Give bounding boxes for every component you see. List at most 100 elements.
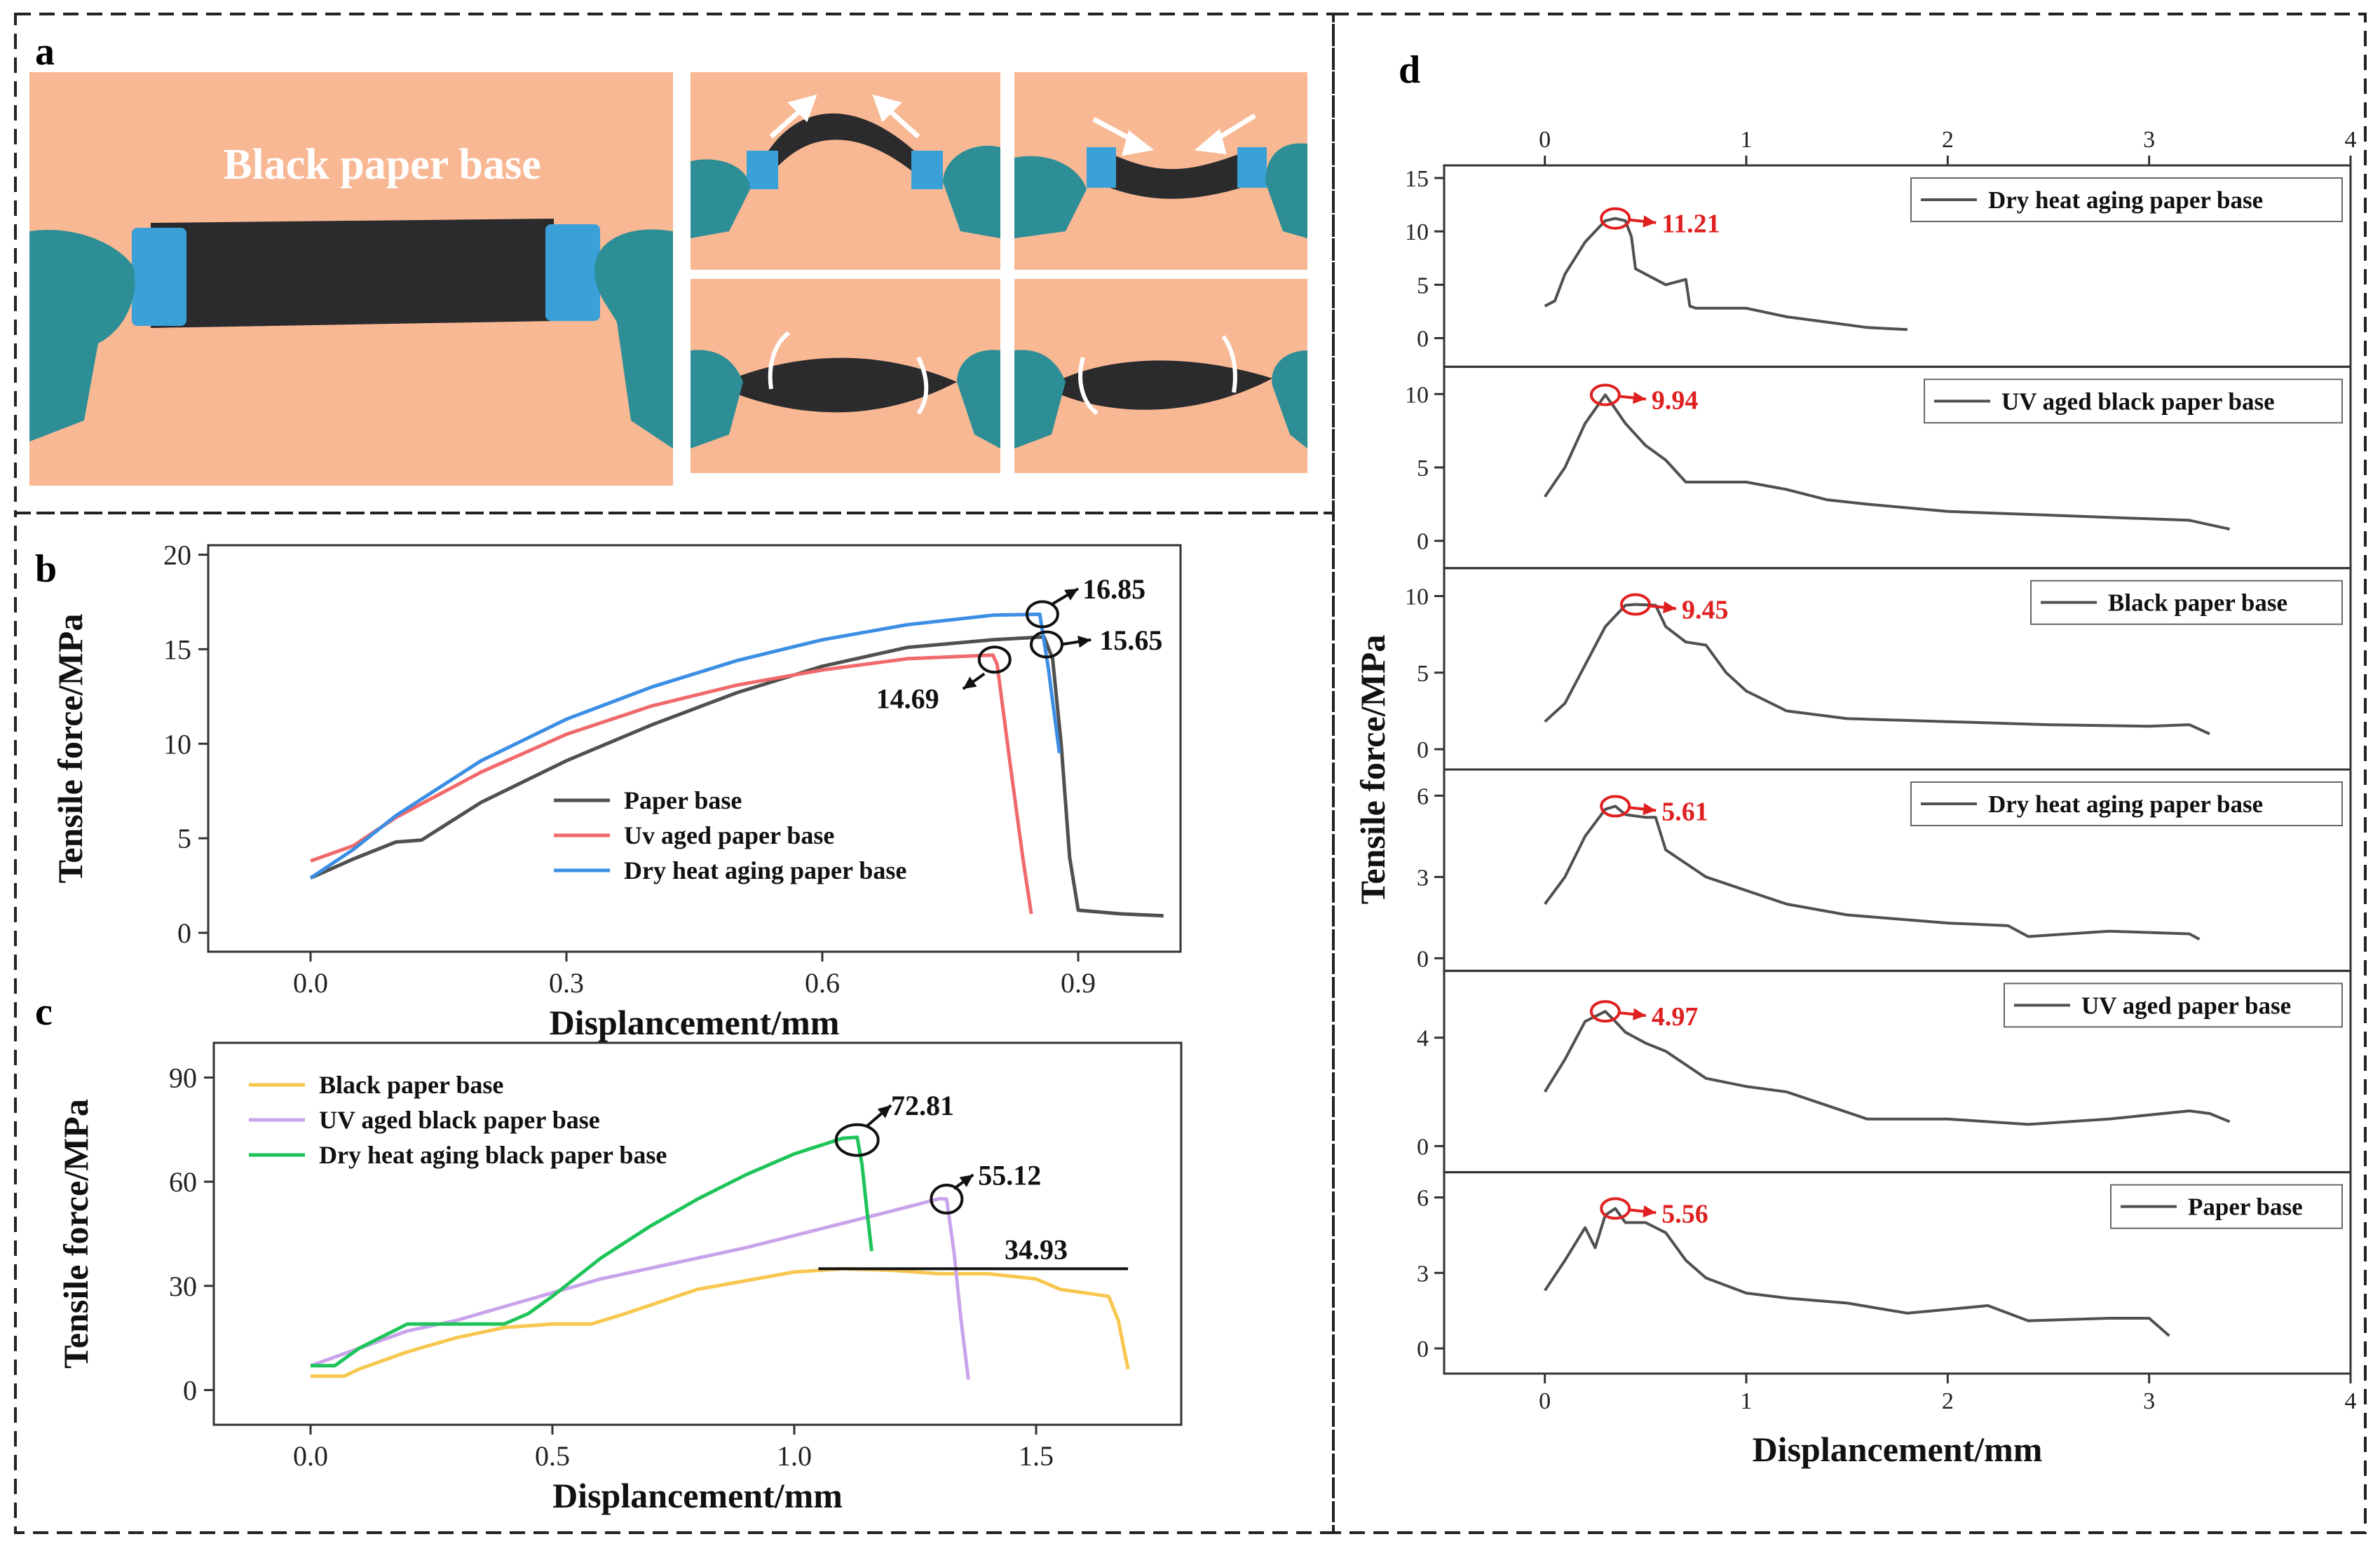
x-tick-label: 0 (1539, 1388, 1551, 1414)
y-tick-label: 10 (1405, 382, 1429, 408)
legend-label: UV aged paper base (2081, 992, 2291, 1019)
y-tick-label: 0 (1417, 326, 1429, 352)
black-paper-strip (151, 219, 554, 328)
peak-arrow-head (1643, 802, 1657, 816)
chart-b: 0.0 0.3 0.6 0.9 0 5 10 15 20 Displancement/mm Tens… (50, 539, 1182, 1042)
panel-d-label: d (1399, 48, 1420, 92)
y-tick-label: 5 (1417, 661, 1429, 687)
peak-arrow-head (1077, 636, 1092, 648)
x-axis-title: Displancement/mm (550, 1003, 840, 1042)
peak-arrow-head (1643, 215, 1657, 228)
legend-label: UV aged black paper base (319, 1106, 600, 1134)
y-tick-label: 6 (1417, 1186, 1429, 1212)
series-line-5 (1544, 1207, 2170, 1337)
y-tick-label: 0 (1417, 1134, 1429, 1160)
x-tick-label: 0.6 (805, 967, 840, 999)
series-line-0 (1544, 217, 1908, 331)
y-tick-label: 10 (1405, 219, 1429, 245)
x-tick-label: 1.5 (1019, 1440, 1054, 1472)
chart-d: 0 0 1 1 2 2 3 3 4 4 Displancement/mm Tensile force/… (1353, 127, 2357, 1469)
y-tick-label: 30 (169, 1271, 197, 1302)
y-tick-label: 10 (1405, 584, 1429, 610)
arrow-icon (768, 331, 929, 415)
photo-twist-b (1014, 279, 1307, 473)
legend-box (1910, 781, 2343, 826)
y-tick-label: 0 (1417, 737, 1429, 763)
legend-label: Dry heat aging paper base (624, 856, 906, 884)
peak-arrow-head (1633, 1008, 1646, 1020)
series-line-0 (311, 1266, 1130, 1379)
series-line-4 (1543, 1010, 2231, 1126)
y-tick-label: 6 (1417, 784, 1429, 809)
panel-b-label: b (35, 547, 57, 591)
y-tick-label: 0 (183, 1374, 197, 1406)
peak-marker-ellipse (1589, 383, 1621, 406)
series-line-2 (1544, 603, 2210, 736)
photo-twist-a (691, 279, 1000, 473)
y-axis-title: Tensile force/MPa (56, 1099, 95, 1369)
y-tick-label: 4 (1417, 1026, 1429, 1052)
peak-label: 11.21 (1661, 210, 1720, 239)
peak-marker-ellipse (977, 645, 1012, 674)
x-tick-label: 4 (2345, 1388, 2357, 1414)
panel-frames (14, 13, 2367, 1534)
panel-a-photos: Black paper base (29, 72, 1307, 486)
x-tick-label: 0.0 (293, 1440, 328, 1472)
x-tick-label: 0.5 (535, 1440, 570, 1472)
peak-marker-ellipse (1025, 600, 1059, 629)
chart-c: 0.0 0.5 1.0 1.5 0 30 60 90 Displancement/mm Tensi… (56, 1041, 1183, 1515)
peak-marker-ellipse (930, 1183, 964, 1215)
x-tick-label-top: 1 (1741, 127, 1753, 153)
y-tick-label: 10 (163, 728, 191, 760)
y-tick-label: 5 (177, 823, 191, 854)
x-tick-label-top: 2 (1942, 127, 1954, 153)
series-line-0 (309, 635, 1164, 918)
legend-label: UV aged black paper base (2001, 388, 2275, 415)
peak-label: 34.93 (1005, 1233, 1068, 1265)
y-tick-label: 20 (163, 539, 191, 570)
arrow-icon (1092, 114, 1256, 156)
photo-main: Black paper base (29, 72, 673, 486)
photo-compressed (1014, 72, 1307, 270)
y-axis-title: Tensile force/MPa (50, 614, 90, 884)
plot-frame (207, 544, 1182, 953)
legend-label: Paper base (624, 786, 742, 814)
peak-label: 4.97 (1652, 1002, 1699, 1032)
peak-arrow-head (963, 676, 977, 690)
x-tick-label: 2 (1942, 1388, 1954, 1414)
x-tick-label: 1.0 (777, 1440, 812, 1472)
peak-marker-ellipse (1589, 1000, 1621, 1023)
y-tick-label: 3 (1417, 865, 1429, 891)
series-line-3 (1544, 805, 2201, 941)
peak-label: 72.81 (891, 1090, 954, 1121)
peak-label: 55.12 (978, 1159, 1041, 1191)
y-tick-label: 5 (1417, 273, 1429, 299)
peak-label: 9.94 (1652, 386, 1699, 416)
photo-stretched (691, 72, 1000, 270)
y-tick-label: 3 (1417, 1261, 1429, 1287)
peak-arrow-head (1643, 1205, 1657, 1218)
panel-a-frame (14, 13, 1335, 514)
panel-a-label: a (35, 30, 55, 74)
y-tick-label: 5 (1417, 456, 1429, 481)
x-tick-label: 0.3 (549, 967, 584, 999)
glove-left-icon (29, 230, 135, 442)
legend-box (1924, 378, 2343, 424)
y-tick-label: 0 (1417, 946, 1429, 972)
peak-arrow-head (877, 1105, 891, 1119)
series-line-2 (309, 613, 1061, 880)
y-tick-label: 15 (1405, 166, 1429, 192)
y-tick-label: 0 (177, 917, 191, 949)
panel-c-label: c (35, 990, 53, 1034)
glove-right-icon (594, 229, 673, 449)
legend-label: Black paper base (319, 1071, 503, 1099)
peak-arrow-head (1633, 391, 1646, 404)
arrow-icon (769, 94, 920, 139)
legend-label: Black paper base (2108, 589, 2287, 617)
legend-label: Uv aged paper base (624, 821, 834, 849)
legend-label: Dry heat aging paper base (1988, 791, 2263, 818)
y-tick-label: 0 (1417, 529, 1429, 555)
peak-arrow-head (1064, 589, 1078, 601)
peak-arrow-head (1663, 601, 1676, 614)
